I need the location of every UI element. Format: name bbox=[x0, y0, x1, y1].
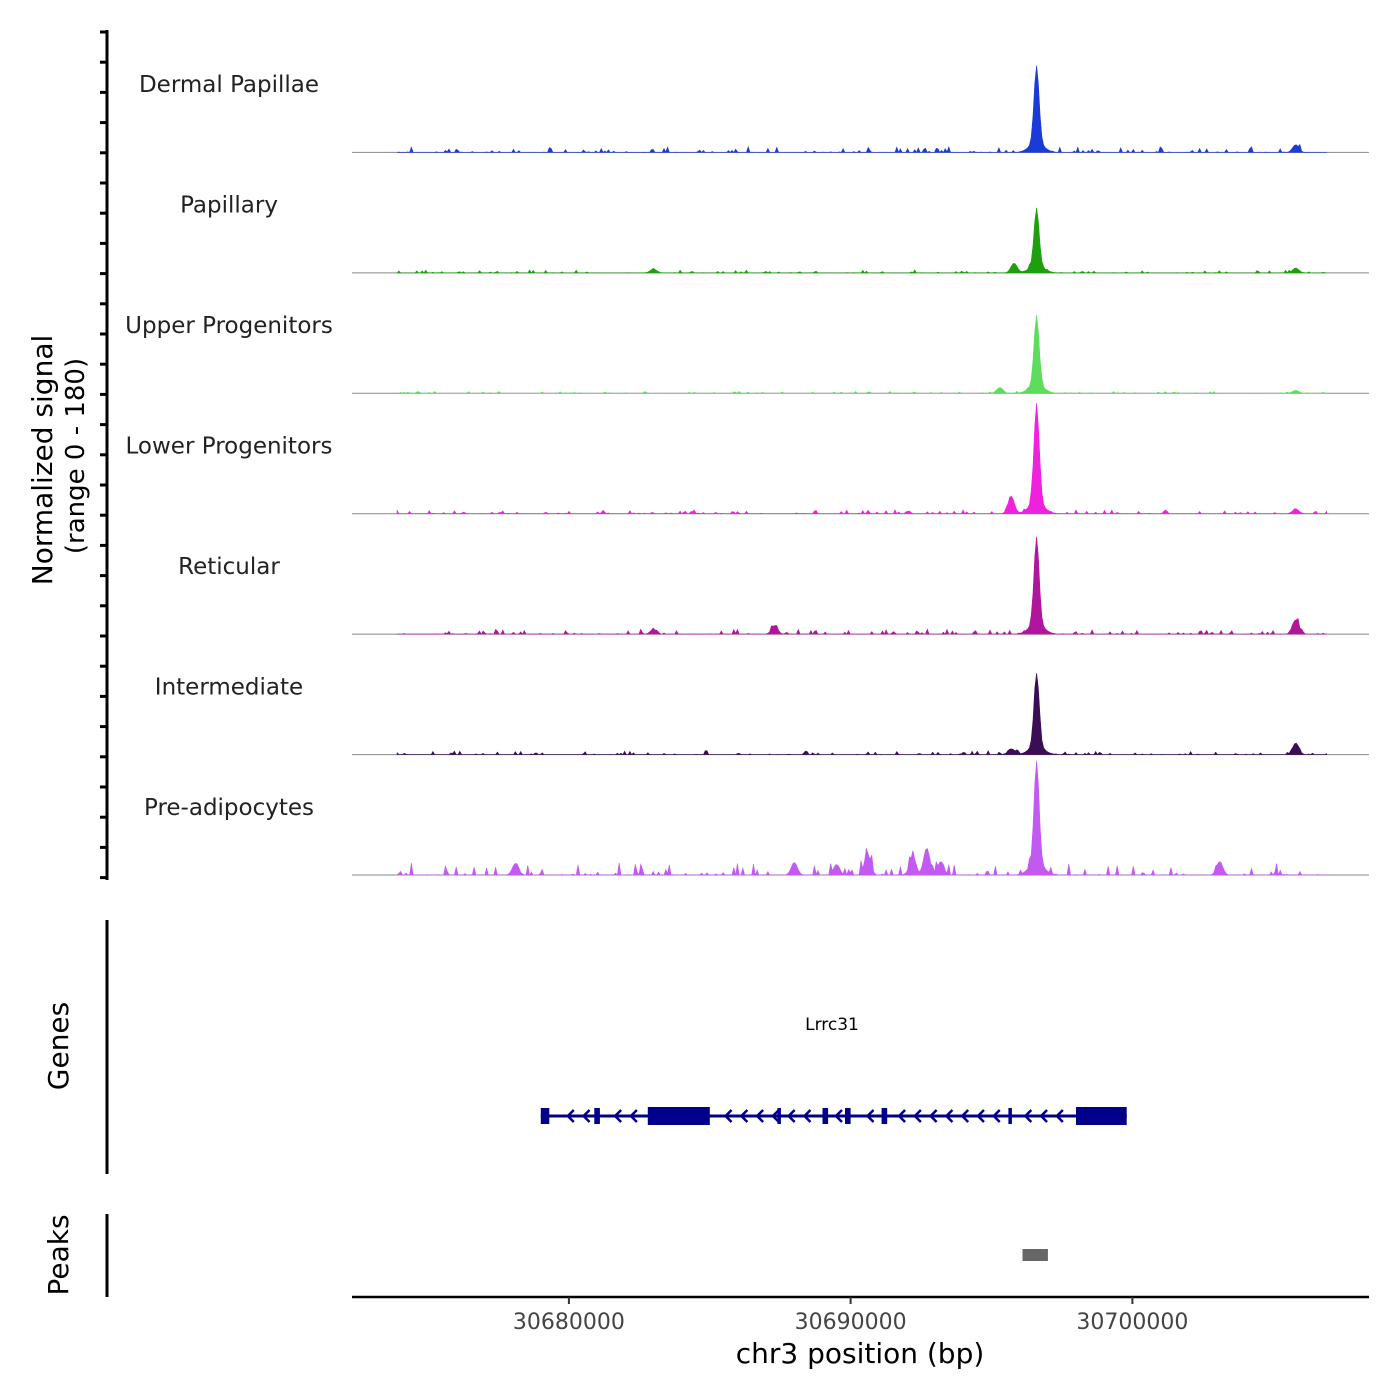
genes-panel: Genes Lrrc31 bbox=[42, 920, 1127, 1174]
gene-strand-arrow bbox=[1055, 1109, 1064, 1123]
track: Reticular bbox=[178, 536, 1369, 635]
gene-exon bbox=[822, 1108, 829, 1124]
y-axis-label-line1: Normalized signal bbox=[26, 335, 59, 586]
gene-strand-arrow bbox=[755, 1109, 764, 1123]
gene-strand-arrow bbox=[834, 1109, 843, 1123]
track: Upper Progenitors bbox=[125, 313, 1369, 394]
gene-strand-arrow bbox=[723, 1109, 733, 1123]
x-axis-ticks: 30680000 30690000 30700000 bbox=[513, 1297, 1188, 1335]
y-axis bbox=[100, 30, 109, 880]
peak-region bbox=[1022, 1249, 1048, 1261]
gene-strand-arrow bbox=[802, 1109, 812, 1123]
x-axis-title: chr3 position (bp) bbox=[736, 1337, 985, 1370]
track: Dermal Papillae bbox=[139, 65, 1369, 154]
track: Papillary bbox=[180, 193, 1369, 274]
gene-strand-arrow bbox=[897, 1109, 906, 1123]
gene-strand-arrow bbox=[960, 1109, 970, 1123]
gene-strand-arrow bbox=[739, 1109, 749, 1123]
gene-model bbox=[540, 1107, 1127, 1125]
track-label: Intermediate bbox=[155, 674, 303, 700]
gene-exon bbox=[594, 1108, 600, 1124]
track: Lower Progenitors bbox=[126, 403, 1369, 515]
gene-exon bbox=[1076, 1107, 1127, 1125]
track-label: Papillary bbox=[180, 193, 278, 219]
track-signal-area bbox=[396, 403, 1327, 515]
genes-panel-label: Genes bbox=[42, 1002, 75, 1090]
peaks-panel-label: Peaks bbox=[42, 1214, 75, 1295]
gene-strand-arrow bbox=[991, 1109, 1001, 1123]
track-signal-area bbox=[397, 536, 1327, 635]
gene-strand-arrow bbox=[771, 1109, 780, 1123]
track-signal-area bbox=[397, 65, 1327, 154]
gene-exon bbox=[647, 1107, 710, 1125]
gene-exon bbox=[1008, 1108, 1012, 1124]
gene-strand-arrow bbox=[976, 1109, 985, 1123]
gene-strand-arrow bbox=[865, 1109, 875, 1123]
track-label: Lower Progenitors bbox=[126, 434, 333, 460]
gene-exon bbox=[777, 1108, 781, 1124]
gene-strand-arrow bbox=[1023, 1109, 1033, 1123]
peaks-panel: Peaks bbox=[42, 1214, 1048, 1297]
x-axis: 30680000 30690000 30700000 chr3 position (… bbox=[352, 1295, 1369, 1370]
gene-strand-arrow bbox=[629, 1109, 638, 1123]
gene-strand-arrow bbox=[566, 1109, 575, 1123]
gene-strand-arrow bbox=[928, 1109, 938, 1123]
x-axis-tick-label: 30700000 bbox=[1076, 1310, 1188, 1335]
track-label: Reticular bbox=[178, 554, 280, 580]
track: Intermediate bbox=[155, 673, 1369, 756]
track-signal-area bbox=[396, 673, 1327, 756]
track-signal-area bbox=[396, 760, 1327, 877]
x-axis-tick-label: 30680000 bbox=[513, 1310, 625, 1335]
y-axis-label: Normalized signal (range 0 - 180) bbox=[26, 335, 91, 586]
gene-exon bbox=[881, 1108, 888, 1124]
track-signal-area bbox=[397, 315, 1327, 394]
track: Pre-adipocytes bbox=[144, 760, 1369, 877]
coverage-tracks: Dermal Papillae Papillary Upper Progenitor… bbox=[125, 65, 1369, 877]
track-label: Dermal Papillae bbox=[139, 72, 319, 98]
gene-strand-arrow bbox=[913, 1109, 922, 1123]
track-label: Upper Progenitors bbox=[125, 313, 333, 339]
gene-strand-arrow bbox=[613, 1109, 623, 1123]
y-axis-label-line2: (range 0 - 180) bbox=[61, 358, 91, 554]
gene-strand-arrow bbox=[581, 1109, 591, 1123]
gene-strand-arrow bbox=[786, 1109, 796, 1123]
x-axis-tick-label: 30690000 bbox=[795, 1310, 907, 1335]
peak-marks bbox=[1022, 1249, 1048, 1261]
gene-strand-arrow bbox=[1039, 1109, 1048, 1123]
gene-exon bbox=[845, 1108, 851, 1124]
track-signal-area bbox=[396, 207, 1327, 274]
track-label: Pre-adipocytes bbox=[144, 795, 314, 821]
gene-name-label: Lrrc31 bbox=[805, 1015, 859, 1035]
gene-exon bbox=[540, 1108, 550, 1124]
gene-strand-arrow bbox=[944, 1109, 954, 1123]
